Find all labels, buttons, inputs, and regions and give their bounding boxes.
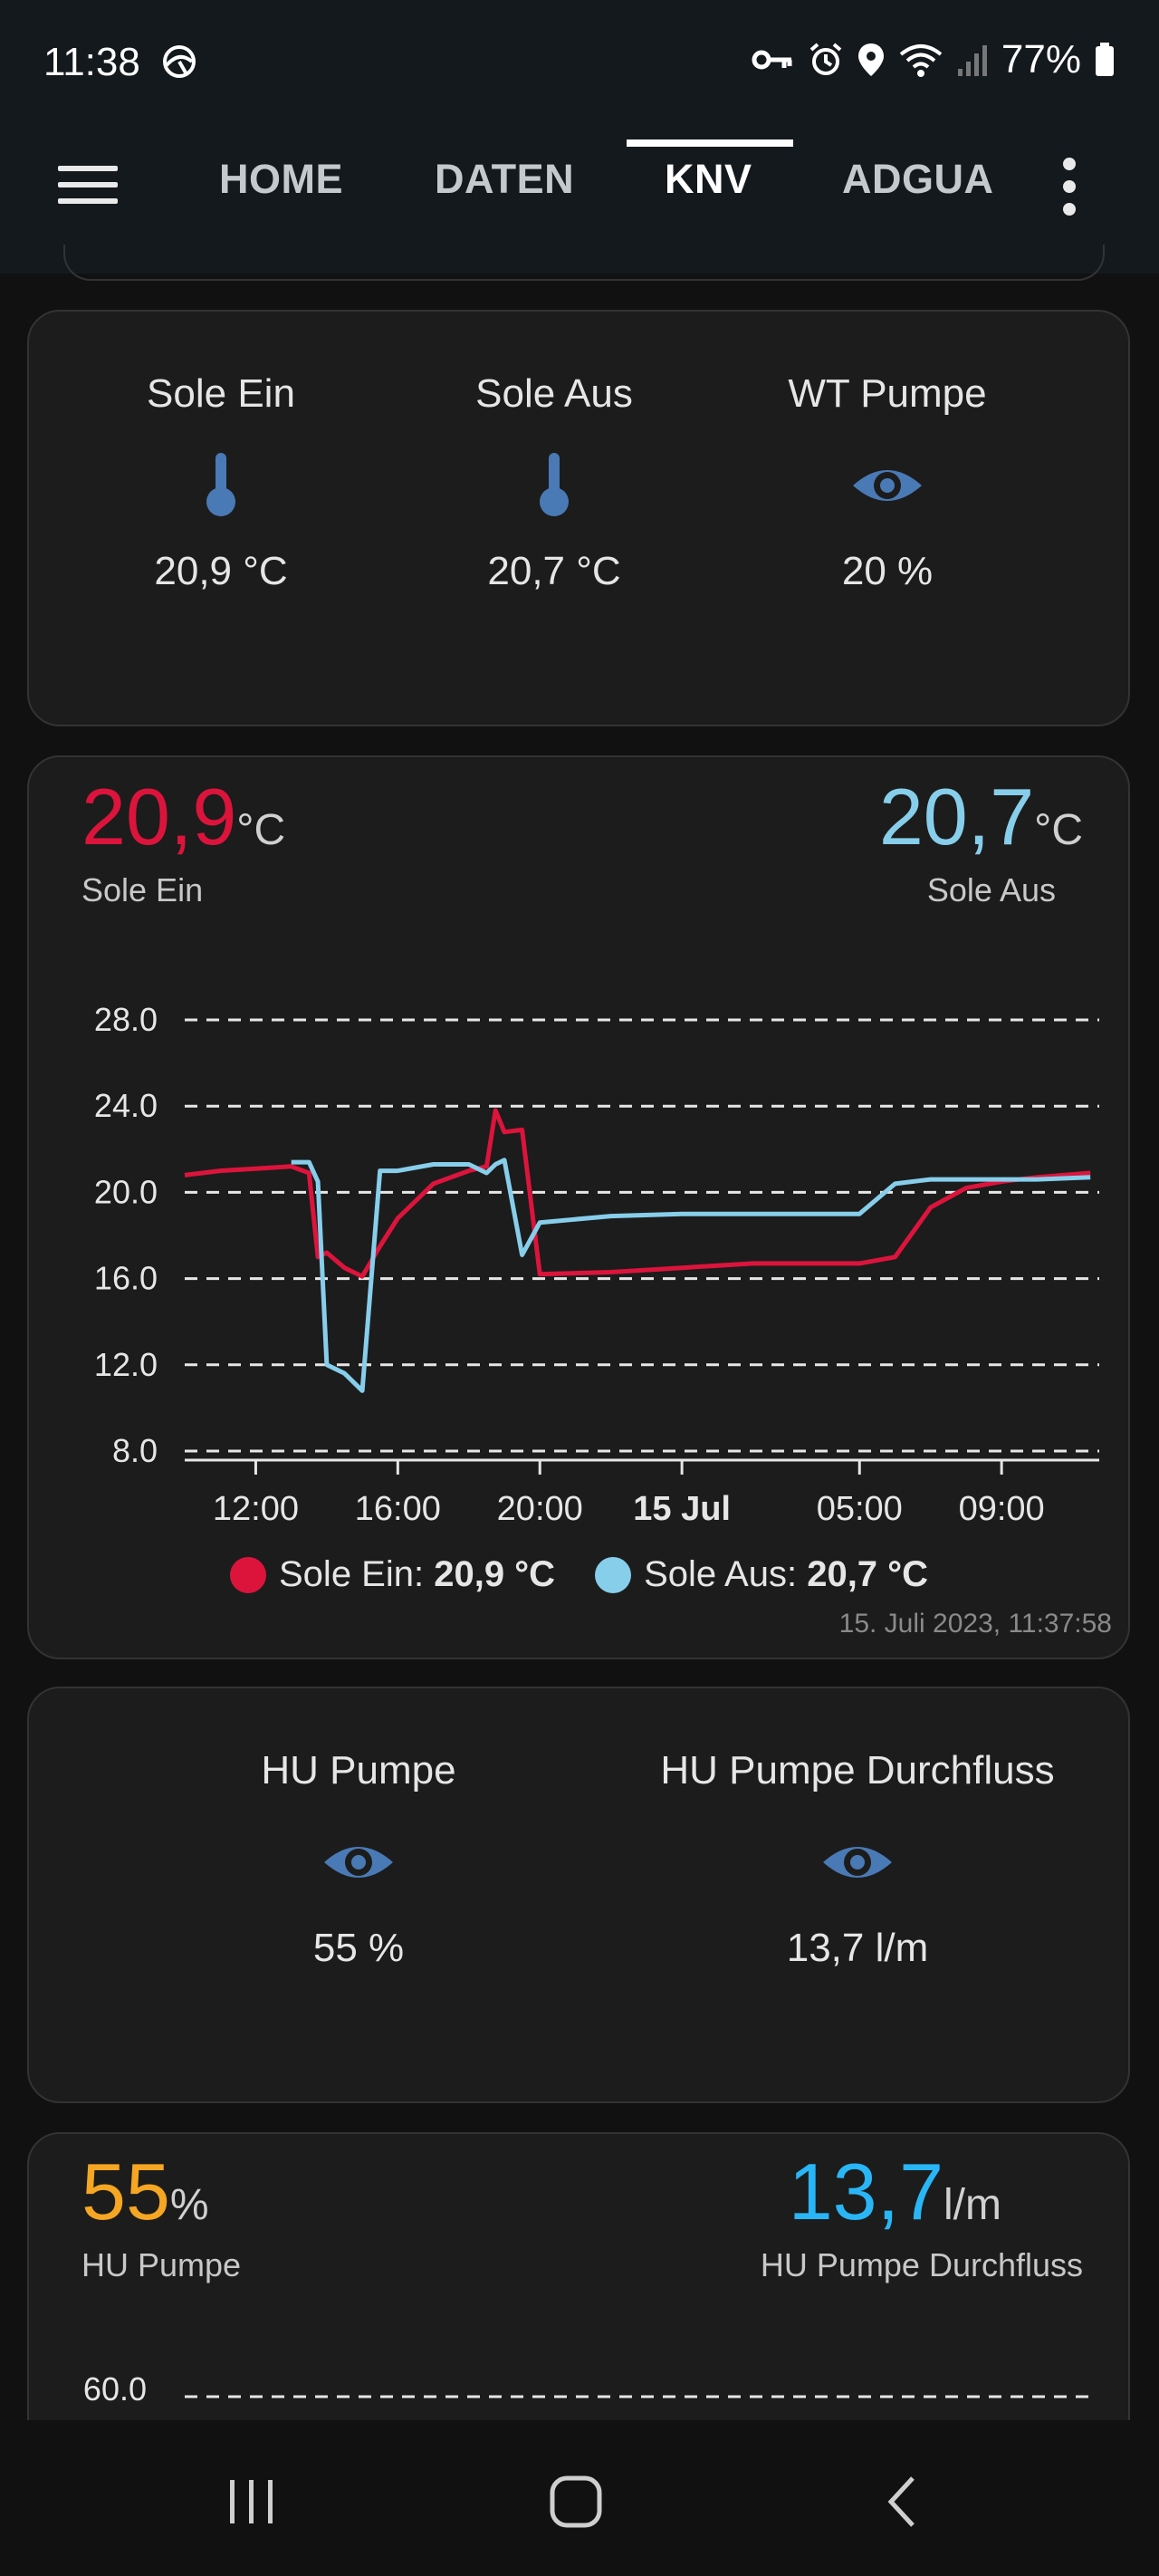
legend-swatch-sole-aus	[595, 1556, 632, 1593]
tile-label: HU Pumpe	[261, 1748, 456, 1793]
y-tick-label: 8.0	[112, 1432, 158, 1469]
alarm-icon	[809, 43, 842, 75]
big-unit: l/m	[943, 2181, 1001, 2229]
tile-wt-pumpe[interactable]: WT Pumpe 20 %	[752, 371, 1023, 594]
battery-percent: 77%	[1001, 37, 1081, 82]
big-unit: %	[169, 2181, 209, 2229]
thermometer-icon	[206, 453, 235, 516]
legend-item-sole-ein[interactable]: Sole Ein: 20,9 °C	[279, 1554, 556, 1594]
system-nav-bar	[0, 2420, 1159, 2576]
tile-label: Sole Ein	[147, 371, 295, 416]
more-options-button[interactable]	[1056, 158, 1083, 216]
temperature-line-chart[interactable]: 28.0 24.0 20.0 16.0 12.0 8.0 12:00 16:00 20:00 15…	[29, 757, 1132, 1554]
x-tick-label: 05:00	[817, 1490, 903, 1528]
eye-icon	[324, 1847, 393, 1878]
recent-apps-button[interactable]	[216, 2465, 288, 2538]
signal-icon	[957, 45, 987, 76]
vpn-key-icon	[752, 50, 792, 70]
battery-icon	[1096, 43, 1114, 76]
legend-item-sole-aus[interactable]: Sole Aus: 20,7 °C	[644, 1554, 929, 1594]
big-number: 55	[81, 2147, 170, 2236]
temperature-chart-card: 20,9°C Sole Ein 20,7°C Sole Aus 28.0 24.0…	[27, 755, 1130, 1659]
y-tick-label: 24.0	[94, 1087, 158, 1124]
hu-pumpe-big-value: 55%	[81, 2152, 209, 2232]
tab-adgua[interactable]: ADGUA	[842, 156, 994, 202]
tile-value: 20 %	[841, 549, 934, 593]
hamburger-icon	[58, 166, 118, 171]
tile-label: HU Pumpe Durchfluss	[660, 1748, 1055, 1793]
status-bar: 11:38 77%	[0, 0, 1159, 127]
sole-ein-big-value: 20,9°C	[81, 777, 285, 857]
big-number: 20,7	[878, 772, 1035, 861]
x-tick-label: 09:00	[959, 1490, 1045, 1528]
active-tab-indicator	[627, 139, 793, 147]
tile-sole-ein[interactable]: Sole Ein 20,9 °C	[85, 371, 357, 594]
chart-legend: Sole Ein: 20,9 °C Sole Aus: 20,7 °C	[230, 1554, 928, 1595]
tab-home[interactable]: HOME	[219, 156, 343, 202]
durchfluss-big-value: 13,7l/m	[789, 2152, 1001, 2232]
y-tick-label: 20.0	[94, 1173, 158, 1210]
x-tick-label: 15 Jul	[633, 1490, 731, 1528]
y-tick-label: 60.0	[83, 2370, 147, 2408]
thermometer-icon	[540, 453, 569, 516]
pump-line-chart[interactable]: 60.0	[29, 2134, 1132, 2496]
sole-aus-big-label: Sole Aus	[926, 871, 1056, 908]
tile-sole-aus[interactable]: Sole Aus 20,7 °C	[418, 371, 690, 594]
tile-label: Sole Aus	[475, 371, 633, 416]
back-icon	[887, 2476, 915, 2527]
sole-aus-big-value: 20,7°C	[879, 777, 1083, 857]
tile-label: WT Pumpe	[788, 371, 987, 416]
big-number: 13,7	[788, 2147, 944, 2236]
tile-value: 20,7 °C	[487, 549, 621, 593]
durchfluss-big-label: HU Pumpe Durchfluss	[760, 2246, 1083, 2283]
series-line-sole-ein	[184, 1108, 1091, 1279]
y-tick-label: 12.0	[94, 1346, 158, 1383]
location-icon	[857, 43, 884, 76]
hu-pumpe-big-label: HU Pumpe	[81, 2246, 242, 2283]
x-tick-label: 16:00	[355, 1490, 441, 1528]
tile-value: 55 %	[312, 1926, 405, 1970]
tile-hu-pumpe[interactable]: HU Pumpe 55 %	[177, 1748, 540, 1971]
sync-icon	[163, 45, 196, 78]
recent-apps-icon	[230, 2480, 273, 2523]
tile-value: 20,9 °C	[154, 549, 288, 593]
tab-daten[interactable]: DATEN	[435, 156, 575, 202]
wifi-icon	[899, 44, 943, 77]
eye-icon	[823, 1847, 892, 1878]
menu-button[interactable]	[58, 158, 121, 212]
big-unit: °C	[236, 806, 286, 854]
y-tick-label: 28.0	[94, 1001, 158, 1038]
chart-timestamp: 15. Juli 2023, 11:37:58	[838, 1609, 1112, 1639]
pump-tiles-card: HU Pumpe 55 % HU Pumpe Durchfluss 13,7 l…	[27, 1687, 1130, 2103]
tab-knv[interactable]: KNV	[665, 156, 752, 202]
x-tick-label: 12:00	[213, 1490, 299, 1528]
status-time: 11:38	[43, 40, 140, 84]
big-number: 20,9	[81, 772, 237, 861]
sensor-tiles-card: Sole Ein 20,9 °C Sole Aus 20,7 °C WT Pum…	[27, 310, 1130, 726]
tile-value: 13,7 l/m	[786, 1926, 929, 1970]
home-icon	[550, 2475, 602, 2528]
status-icons: 77%	[752, 36, 1116, 83]
legend-swatch-sole-ein	[230, 1556, 266, 1593]
home-button[interactable]	[540, 2465, 612, 2538]
y-tick-label: 16.0	[94, 1260, 158, 1297]
previous-card-edge	[63, 245, 1105, 281]
big-unit: °C	[1034, 806, 1083, 854]
series-line-sole-aus	[291, 1158, 1091, 1393]
eye-icon	[853, 470, 922, 501]
back-button[interactable]	[866, 2465, 938, 2538]
app-bar: HOME DATEN KNV ADGUA	[0, 127, 1159, 274]
sole-ein-big-label: Sole Ein	[81, 871, 204, 908]
x-tick-label: 20:00	[497, 1490, 583, 1528]
tile-hu-pumpe-durchfluss[interactable]: HU Pumpe Durchfluss 13,7 l/m	[599, 1748, 1116, 1971]
